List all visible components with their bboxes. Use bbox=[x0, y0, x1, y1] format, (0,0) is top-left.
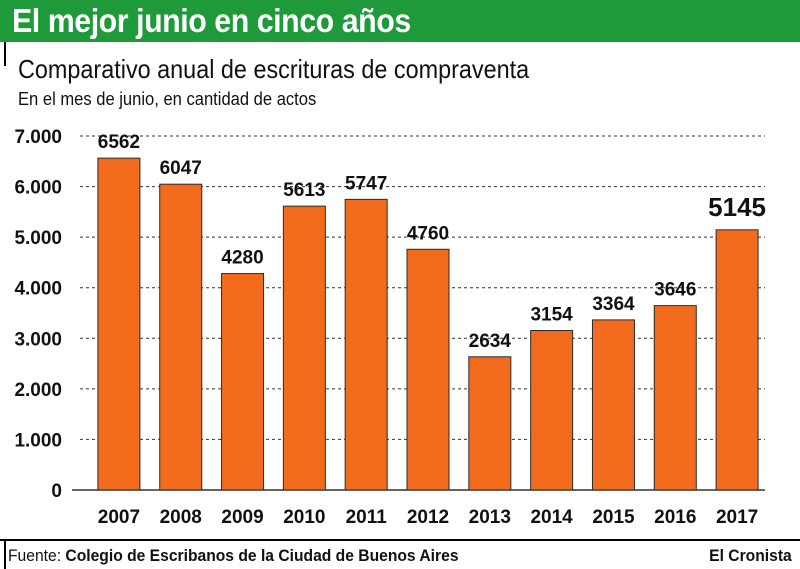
x-tick-label: 2007 bbox=[98, 507, 140, 528]
source-note: Fuente: Colegio de Escribanos de la Ciud… bbox=[8, 546, 459, 566]
y-tick-label: 2.000 bbox=[14, 380, 62, 401]
frame-line bbox=[4, 42, 6, 66]
bar bbox=[282, 205, 326, 491]
y-tick-label: 0 bbox=[51, 481, 62, 502]
footer-tick bbox=[4, 541, 6, 569]
brand-name: El Cronista bbox=[709, 546, 792, 565]
data-label: 3154 bbox=[530, 304, 573, 325]
x-tick-label: 2012 bbox=[407, 507, 449, 528]
bar bbox=[715, 229, 759, 491]
x-tick-label: 2017 bbox=[716, 507, 758, 528]
data-label: 2634 bbox=[469, 331, 512, 352]
data-label: 6562 bbox=[98, 132, 140, 153]
x-tick-label: 2008 bbox=[160, 507, 202, 528]
chart-unit-note: En el mes de junio, en cantidad de actos bbox=[18, 89, 317, 109]
bar bbox=[468, 356, 512, 491]
bar bbox=[530, 329, 574, 491]
y-tick-label: 7.000 bbox=[14, 127, 62, 148]
chart-title: El mejor junio en cinco años bbox=[12, 2, 411, 39]
bar bbox=[406, 248, 450, 491]
x-tick-label: 2015 bbox=[592, 507, 635, 528]
chart-subtitle: Comparativo anual de escrituras de compr… bbox=[18, 54, 530, 84]
x-tick-label: 2010 bbox=[283, 507, 325, 528]
data-label: 5145 bbox=[708, 192, 766, 222]
data-label: 3646 bbox=[654, 280, 696, 301]
x-tick-label: 2011 bbox=[346, 507, 388, 528]
y-tick-label: 5.000 bbox=[14, 228, 62, 249]
data-label: 5613 bbox=[283, 180, 325, 201]
bar bbox=[97, 157, 141, 491]
y-tick-label: 4.000 bbox=[14, 279, 62, 300]
source-name: Colegio de Escribanos de la Ciudad de Bu… bbox=[65, 546, 459, 565]
y-tick-label: 1.000 bbox=[14, 430, 62, 451]
bar bbox=[221, 273, 265, 491]
bar bbox=[344, 198, 388, 491]
data-label: 4760 bbox=[407, 223, 449, 244]
y-tick-label: 6.000 bbox=[14, 178, 62, 199]
bar bbox=[159, 183, 203, 491]
x-tick-label: 2014 bbox=[530, 507, 573, 528]
bar bbox=[653, 305, 697, 491]
footer-rule bbox=[0, 539, 800, 541]
data-label: 3364 bbox=[592, 294, 635, 315]
x-tick-label: 2016 bbox=[654, 507, 696, 528]
x-tick-label: 2009 bbox=[221, 507, 263, 528]
x-tick-label: 2013 bbox=[469, 507, 511, 528]
data-label: 5747 bbox=[345, 173, 387, 194]
data-label: 6047 bbox=[160, 158, 202, 179]
source-label: Fuente: bbox=[8, 546, 62, 565]
data-label: 4280 bbox=[221, 248, 263, 269]
y-tick-label: 3.000 bbox=[14, 329, 62, 350]
bar bbox=[591, 319, 635, 491]
title-banner: El mejor junio en cinco años bbox=[0, 0, 800, 42]
